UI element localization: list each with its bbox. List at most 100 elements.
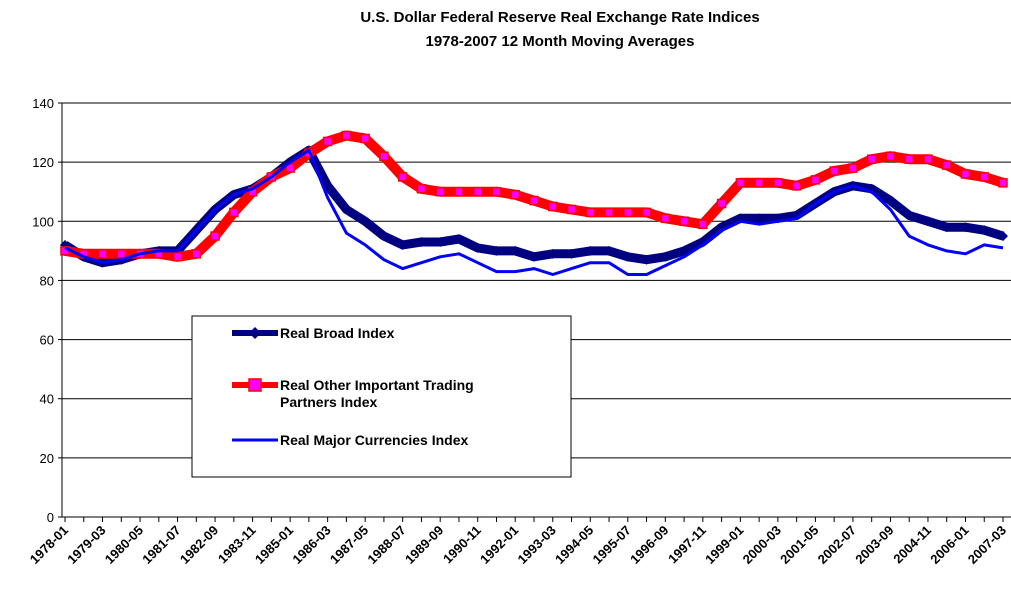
marker — [698, 219, 708, 229]
x-tick-label: 1993-03 — [515, 523, 559, 567]
y-tick-label: 140 — [32, 96, 54, 111]
series-line — [64, 148, 1004, 276]
marker — [360, 133, 370, 144]
marker — [585, 245, 596, 256]
x-tick-label: 1985-01 — [252, 523, 296, 567]
x-tick-label: 1990-11 — [440, 523, 484, 567]
y-tick-label: 100 — [32, 214, 54, 229]
marker — [979, 172, 989, 182]
x-tick-label: 1994-05 — [552, 523, 596, 567]
marker — [998, 178, 1008, 188]
x-tick-label: 1995-07 — [590, 523, 634, 567]
marker — [829, 166, 839, 176]
x-tick-label: 1997-11 — [665, 523, 709, 567]
marker — [285, 163, 295, 173]
marker — [116, 249, 127, 259]
marker — [454, 186, 464, 197]
marker — [229, 207, 239, 218]
marker — [773, 178, 783, 188]
legend-label-line: Partners Index — [280, 394, 377, 410]
marker — [585, 207, 596, 218]
marker — [191, 249, 202, 259]
marker — [548, 201, 558, 212]
marker — [397, 239, 408, 250]
marker — [848, 163, 858, 173]
x-tick-label: 2002-07 — [815, 523, 859, 567]
marker — [566, 248, 577, 259]
marker — [885, 195, 896, 206]
x-tick-label: 1996-09 — [627, 523, 671, 567]
legend-marker — [249, 327, 261, 339]
marker — [904, 210, 915, 221]
marker — [885, 151, 896, 161]
marker — [941, 160, 952, 170]
marker — [641, 207, 652, 218]
marker — [435, 186, 445, 197]
x-tick-label: 1999-01 — [702, 523, 746, 567]
marker — [472, 186, 483, 197]
marker — [341, 204, 352, 215]
y-tick-label: 0 — [47, 510, 54, 525]
marker — [922, 216, 933, 227]
x-tick-label: 2006-01 — [927, 523, 971, 567]
marker — [960, 169, 971, 179]
marker — [491, 186, 502, 197]
marker — [510, 245, 521, 256]
marker — [435, 236, 446, 247]
marker — [547, 248, 558, 259]
marker — [341, 130, 352, 141]
marker — [97, 249, 108, 259]
legend-label: Real Broad Index — [280, 325, 395, 341]
x-tick-label: 2001-05 — [777, 523, 821, 567]
marker — [979, 225, 990, 236]
chart-subtitle: 1978-2007 12 Month Moving Averages — [426, 33, 695, 50]
marker — [416, 236, 427, 247]
marker — [472, 242, 483, 253]
marker — [810, 175, 821, 185]
legend-marker — [248, 378, 262, 392]
legend-label-line: Real Other Important Trading — [280, 377, 474, 393]
marker — [604, 207, 614, 218]
marker — [566, 204, 577, 215]
marker — [679, 245, 690, 256]
x-tick-label: 1992-01 — [477, 523, 521, 567]
marker — [529, 251, 539, 262]
y-tick-label: 60 — [40, 333, 54, 348]
marker — [491, 245, 502, 256]
marker — [904, 154, 914, 164]
y-tick-label: 120 — [32, 155, 54, 170]
marker — [210, 231, 220, 241]
marker — [716, 198, 727, 209]
marker — [960, 222, 971, 233]
x-tick-label: 1987-05 — [327, 523, 371, 567]
x-tick-label: 2004-11 — [890, 523, 934, 567]
y-tick-label: 40 — [40, 392, 54, 407]
marker — [623, 207, 633, 218]
marker — [923, 154, 933, 164]
marker — [941, 222, 952, 233]
x-tick-label: 2007-03 — [965, 523, 1009, 567]
marker — [735, 178, 746, 188]
marker — [660, 213, 671, 224]
x-tick-label: 1978-01 — [27, 523, 71, 567]
x-tick-label: 1979-03 — [64, 523, 108, 567]
marker — [172, 252, 183, 262]
chart-title: U.S. Dollar Federal Reserve Real Exchang… — [360, 9, 759, 26]
marker — [379, 151, 389, 161]
marker — [529, 195, 539, 206]
x-tick-label: 1980-05 — [102, 523, 146, 567]
marker — [641, 254, 652, 265]
marker — [754, 178, 764, 188]
legend-box — [191, 315, 572, 478]
marker — [360, 216, 371, 227]
marker — [866, 154, 877, 164]
x-tick-label: 2000-03 — [740, 523, 784, 567]
y-tick-label: 20 — [40, 451, 54, 466]
marker — [604, 245, 615, 256]
y-tick-label: 80 — [40, 273, 54, 288]
marker — [791, 181, 802, 191]
marker — [660, 251, 671, 262]
x-tick-label: 1988-07 — [364, 523, 408, 567]
marker — [622, 251, 633, 262]
